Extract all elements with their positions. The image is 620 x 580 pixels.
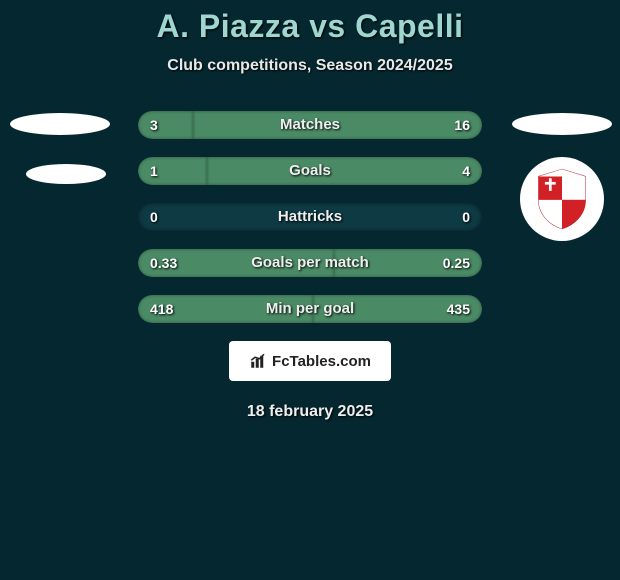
date-label: 18 february 2025: [0, 403, 620, 421]
bar-chart-icon: [249, 352, 267, 370]
bar-right: [207, 157, 482, 185]
value-left: 0: [150, 203, 158, 231]
avatar-placeholder-left-1: [10, 113, 110, 135]
club-badge-right: [520, 157, 604, 241]
stat-label: Goals per match: [251, 249, 369, 277]
stat-row-min-per-goal: 418 Min per goal 435: [138, 295, 482, 323]
stat-row-matches: 3 Matches 16: [138, 111, 482, 139]
value-left: 3: [150, 111, 158, 139]
stat-label: Goals: [289, 157, 331, 185]
stats-area: 3 Matches 16 1 Goals 4 0 Hattricks 0: [0, 111, 620, 421]
subtitle: Club competitions, Season 2024/2025: [0, 57, 620, 75]
value-left: 1: [150, 157, 158, 185]
avatar-placeholder-left-2: [26, 164, 106, 184]
value-right: 0.25: [443, 249, 470, 277]
value-right: 16: [454, 111, 470, 139]
stat-rows: 3 Matches 16 1 Goals 4 0 Hattricks 0: [138, 111, 482, 323]
comparison-widget: A. Piazza vs Capelli Club competitions, …: [0, 0, 620, 421]
stat-row-goals-per-match: 0.33 Goals per match 0.25: [138, 249, 482, 277]
bar-left: [138, 111, 193, 139]
value-right: 4: [462, 157, 470, 185]
stat-row-goals: 1 Goals 4: [138, 157, 482, 185]
stat-label: Matches: [280, 111, 340, 139]
value-right: 435: [447, 295, 470, 323]
branding-label: FcTables.com: [272, 353, 371, 370]
stat-label: Hattricks: [278, 203, 342, 231]
bar-left: [138, 157, 207, 185]
stat-row-hattricks: 0 Hattricks 0: [138, 203, 482, 231]
value-left: 0.33: [150, 249, 177, 277]
value-left: 418: [150, 295, 173, 323]
branding-box[interactable]: FcTables.com: [229, 341, 391, 381]
stat-label: Min per goal: [266, 295, 354, 323]
avatar-placeholder-right: [512, 113, 612, 135]
value-right: 0: [462, 203, 470, 231]
shield-icon: [535, 167, 589, 231]
page-title: A. Piazza vs Capelli: [0, 8, 620, 45]
